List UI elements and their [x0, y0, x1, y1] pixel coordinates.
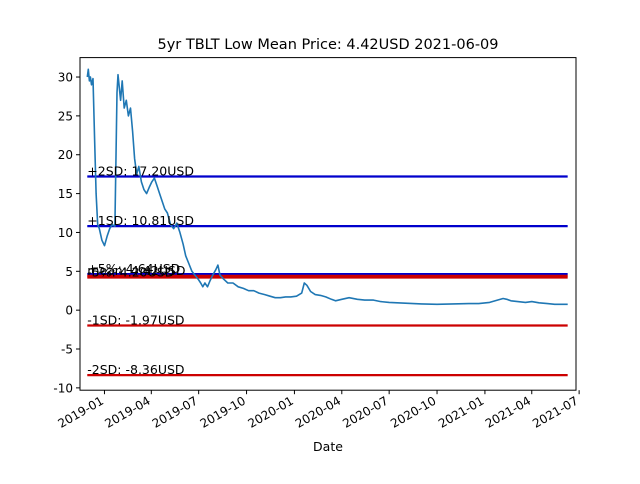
x-axis: 2019-012019-042019-072019-102020-012020-… [56, 390, 581, 431]
y-tick-label: 30 [58, 71, 73, 85]
y-tick-label: 25 [58, 109, 73, 123]
y-tick-label: 0 [65, 304, 73, 318]
reference-line-labels: +2SD: 17.20USD +1SD: 10.81USD +5%: 4.64USD… [87, 163, 194, 377]
x-tick-label: 2020-07 [340, 394, 390, 431]
reference-line-label: -2SD: -8.36USD [87, 362, 184, 377]
x-tick-label: 2021-01 [436, 394, 486, 431]
y-tick-label: 15 [58, 187, 73, 201]
y-tick-label: 20 [58, 148, 73, 162]
reference-lines [87, 175, 568, 377]
reference-line-label: +2SD: 17.20USD [87, 163, 194, 178]
x-tick-label: 2021-04 [483, 394, 533, 431]
y-tick-label: 10 [58, 226, 73, 240]
x-tick-label: 2019-04 [102, 394, 152, 431]
x-tick-label: 2019-10 [198, 394, 248, 431]
y-tick-label: -10 [53, 381, 73, 395]
reference-line-label: mean: 4.42USD [87, 263, 185, 278]
x-tick-label: 2021-07 [530, 394, 580, 431]
x-tick-label: 2020-01 [246, 394, 296, 431]
reference-line-label: +5%: 4.64USD [87, 261, 180, 276]
x-tick-label: 2020-04 [293, 394, 343, 431]
y-axis: -10 -5 0 5 10 15 20 25 30 [53, 71, 80, 395]
y-tick-label: -5 [61, 343, 73, 357]
chart-title: 5yr TBLT Low Mean Price: 4.42USD 2021-06… [157, 37, 498, 53]
series-group [86, 68, 568, 306]
reference-line-label: -1SD: -1.97USD [87, 312, 184, 327]
price-series-line [86, 68, 568, 306]
reference-line-label: -5%: 4.20USD [87, 265, 174, 280]
x-axis-label: Date [313, 439, 343, 454]
y-tick-label: 5 [65, 265, 73, 279]
x-tick-label: 2019-01 [56, 394, 106, 431]
plot-area-frame [79, 57, 577, 391]
reference-line-label: +1SD: 10.81USD [87, 213, 194, 228]
x-tick-label: 2020-10 [388, 394, 438, 431]
x-tick-label: 2019-07 [150, 394, 200, 431]
